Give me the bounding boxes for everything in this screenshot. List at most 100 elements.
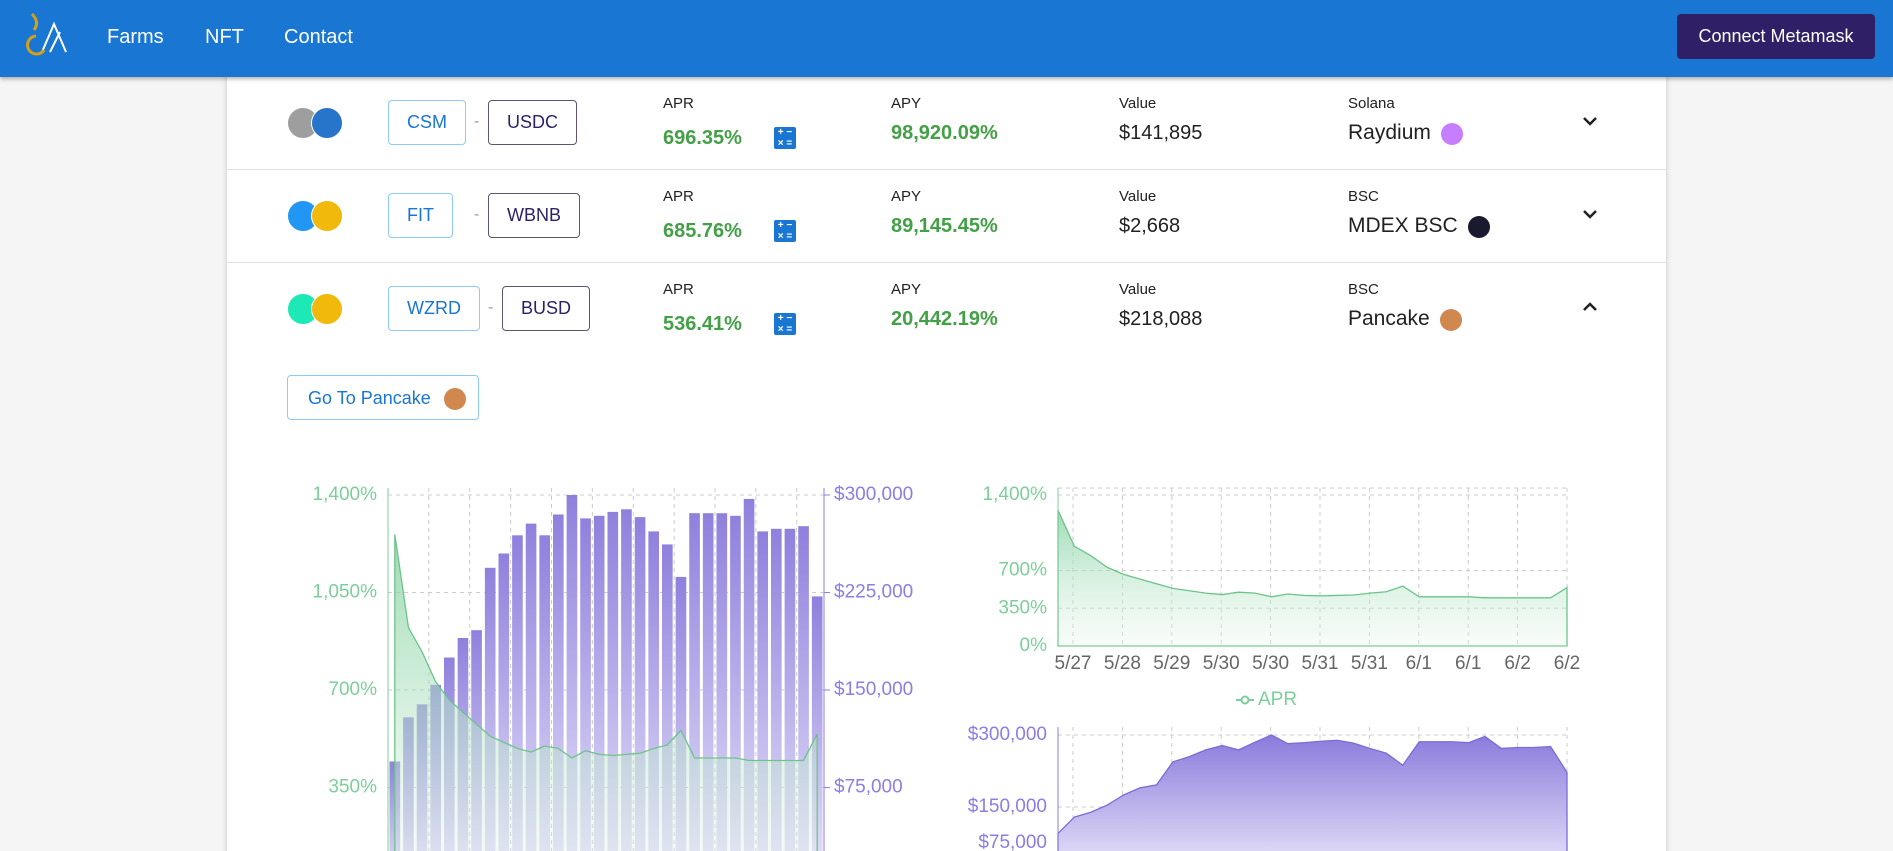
token-separator: - <box>488 299 494 316</box>
dex-name: Raydium <box>1348 121 1431 144</box>
y-tick-label: $75,000 <box>978 832 1047 851</box>
bar <box>784 528 796 851</box>
value-label: Value <box>1119 188 1157 205</box>
chain-label: BSC <box>1348 188 1379 205</box>
y2-tick-label: $75,000 <box>834 777 903 798</box>
token-chip[interactable]: BUSD <box>502 286 591 331</box>
bar <box>484 567 496 851</box>
calculator-icon[interactable]: + − × = <box>774 313 796 335</box>
dex-icon <box>1468 216 1490 238</box>
value-area <box>1057 734 1568 851</box>
apr-value: 696.35% <box>663 127 742 149</box>
apy-value: 98,920.09% <box>891 122 998 144</box>
chain-label: BSC <box>1348 281 1379 298</box>
token-icon <box>311 200 343 232</box>
bar <box>580 518 591 851</box>
x-tick-label: 6/1 <box>1455 653 1481 674</box>
bar <box>743 498 755 851</box>
x-tick-label: 5/28 <box>1104 653 1141 674</box>
y-tick-label: 1,400% <box>983 484 1048 505</box>
bar <box>716 513 728 851</box>
x-tick-label: 6/1 <box>1406 653 1432 674</box>
bar <box>675 576 687 851</box>
bar <box>566 495 578 851</box>
y2-tick-label: $300,000 <box>834 484 913 505</box>
legend-icon <box>1240 695 1250 705</box>
connect-button[interactable]: Connect Metamask <box>1677 14 1875 59</box>
apy-label: APY <box>891 95 922 112</box>
y-tick-label: 700% <box>998 560 1047 581</box>
bar <box>771 528 782 851</box>
bar <box>525 523 537 851</box>
token-chip[interactable]: USDC <box>488 100 578 145</box>
calculator-icon[interactable]: + − × = <box>774 220 796 242</box>
apr-label: APR <box>663 281 694 298</box>
bar <box>634 517 646 851</box>
value-value: $2,668 <box>1119 215 1181 237</box>
x-tick-label: 5/31 <box>1302 653 1339 674</box>
x-tick-label: 5/27 <box>1055 653 1092 674</box>
token-icon <box>311 293 343 325</box>
y-tick-label: 1,050% <box>313 582 378 603</box>
calculator-icon[interactable]: + − × = <box>774 127 796 149</box>
nav-link[interactable]: NFT <box>205 26 244 48</box>
row-divider <box>227 169 1666 170</box>
bar <box>512 535 523 851</box>
bar <box>607 511 619 851</box>
bar <box>689 513 700 851</box>
x-tick-label: 5/29 <box>1153 653 1190 674</box>
bar <box>539 535 550 851</box>
apy-value: 20,442.19% <box>891 308 998 330</box>
apy-label: APY <box>891 281 922 298</box>
nav-link[interactable]: Contact <box>284 26 353 48</box>
chain-label: Solana <box>1348 95 1395 112</box>
y-tick-label: 0% <box>1020 635 1048 656</box>
dex-icon <box>1440 309 1462 331</box>
dex-name: Pancake <box>1348 307 1430 330</box>
token-chip[interactable]: CSM <box>388 100 466 145</box>
token-separator: - <box>474 113 480 130</box>
apr-area <box>1057 510 1568 647</box>
value-value: $141,895 <box>1119 122 1203 144</box>
y-tick-label: $150,000 <box>968 796 1047 817</box>
token-chip[interactable]: WBNB <box>488 193 580 238</box>
y-tick-label: 1,400% <box>313 484 378 505</box>
row-divider <box>227 262 1666 263</box>
token-chip[interactable]: FIT <box>388 193 453 238</box>
value-label: Value <box>1119 95 1157 112</box>
x-tick-label: 5/30 <box>1203 653 1240 674</box>
expand-chevron[interactable] <box>1582 299 1598 315</box>
pancake-icon <box>443 388 466 411</box>
x-tick-label: 6/2 <box>1554 653 1580 674</box>
bar <box>648 531 659 851</box>
token-icon <box>311 107 343 139</box>
apr-value: 536.41% <box>663 313 742 335</box>
x-tick-label: 6/2 <box>1504 653 1530 674</box>
apr-area <box>394 534 818 851</box>
x-tick-label: 5/30 <box>1252 653 1289 674</box>
bar <box>811 596 823 851</box>
expand-chevron[interactable] <box>1582 206 1598 222</box>
nav-link[interactable]: Farms <box>107 26 164 48</box>
bar <box>757 531 768 851</box>
y-tick-label: 700% <box>328 679 377 700</box>
bar <box>498 553 510 851</box>
value-value: $218,088 <box>1119 308 1203 330</box>
expand-chevron[interactable] <box>1582 113 1598 129</box>
value-label: Value <box>1119 281 1157 298</box>
dex-name: MDEX BSC <box>1348 214 1458 237</box>
x-tick-label: 5/31 <box>1351 653 1388 674</box>
legend-label: APR <box>1258 689 1297 710</box>
apr-label: APR <box>663 188 694 205</box>
token-chip[interactable]: WZRD <box>388 286 480 331</box>
go-button[interactable]: Go To Pancake <box>287 375 479 420</box>
apr-value: 685.76% <box>663 220 742 242</box>
bar <box>553 514 564 851</box>
logo[interactable] <box>22 8 72 58</box>
y2-tick-label: $225,000 <box>834 582 913 603</box>
header: Farms NFT Contact Connect Metamask <box>0 0 1893 77</box>
bar <box>621 509 632 851</box>
y2-tick-label: $150,000 <box>834 679 913 700</box>
